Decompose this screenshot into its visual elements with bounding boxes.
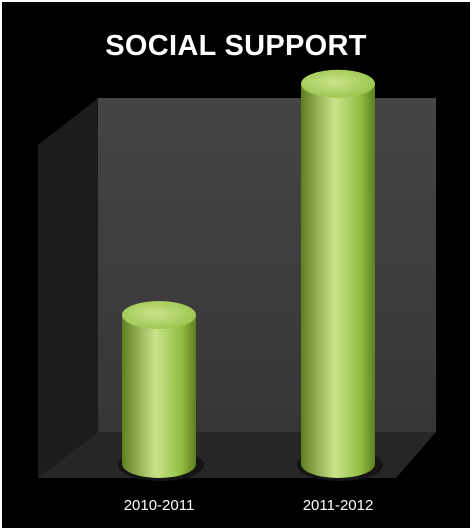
x-tick-label: 2010-2011 (124, 497, 195, 514)
bar-2010-2011 (118, 301, 204, 481)
bar-body (122, 315, 196, 478)
x-tick-label: 2011-2012 (303, 497, 374, 514)
bar-top (122, 301, 196, 330)
bar-top (301, 69, 375, 98)
chart-side-wall (38, 98, 98, 478)
chart-title: SOCIAL SUPPORT (105, 30, 367, 62)
bar-body (301, 83, 375, 478)
bar-2011-2012 (297, 69, 383, 481)
